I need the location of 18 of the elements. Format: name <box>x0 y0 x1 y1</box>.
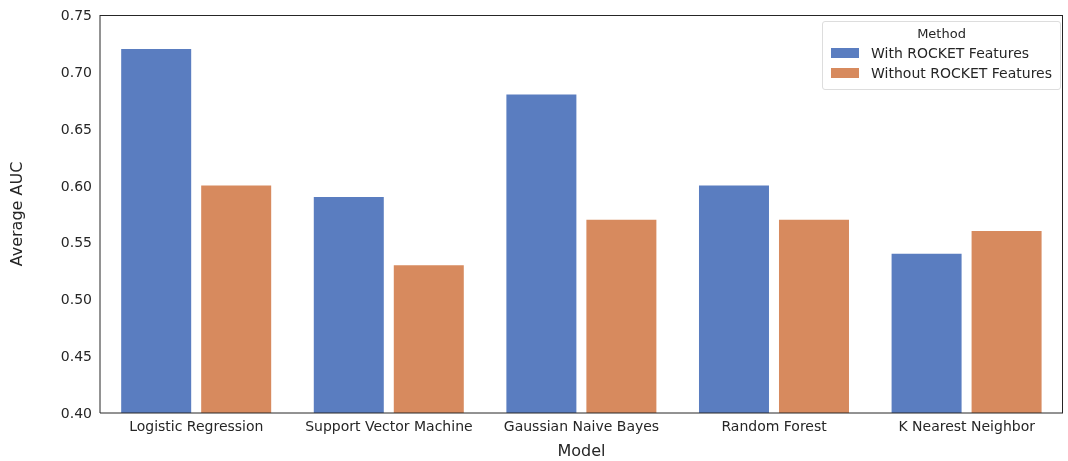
y-axis-title: Average AUC <box>6 161 26 267</box>
y-tick-label: 0.70 <box>60 63 92 80</box>
x-axis-title: Model <box>557 441 606 460</box>
legend-label: With ROCKET Features <box>871 45 1030 61</box>
y-tick-label: 0.60 <box>60 177 92 194</box>
x-tick-label: Random Forest <box>721 417 828 434</box>
legend-title: Method <box>916 26 967 41</box>
legend-label: Without ROCKET Features <box>871 65 1052 81</box>
y-tick-label: 0.40 <box>60 404 92 421</box>
x-tick-label: Logistic Regression <box>129 417 264 434</box>
y-tick-label: 0.75 <box>60 6 92 23</box>
x-tick-label: K Nearest Neighbor <box>898 417 1036 434</box>
y-tick-label: 0.50 <box>60 291 92 308</box>
x-tick-label: Support Vector Machine <box>305 417 473 434</box>
y-tick-label: 0.65 <box>60 120 92 137</box>
y-tick-label: 0.55 <box>60 234 92 251</box>
x-tick-label: Gaussian Naive Bayes <box>503 417 660 434</box>
y-tick-label: 0.45 <box>60 348 92 365</box>
